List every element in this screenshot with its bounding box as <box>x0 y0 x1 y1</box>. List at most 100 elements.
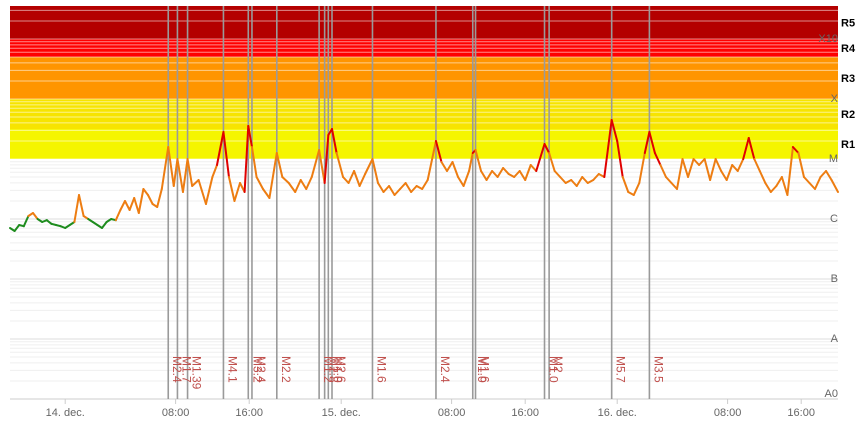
series-segment <box>371 158 379 184</box>
band-label: R4 <box>841 43 856 55</box>
flare-label: M5.7 <box>614 356 628 383</box>
series-segment <box>211 164 218 178</box>
class-label: M <box>829 153 838 165</box>
series-segment <box>287 182 297 193</box>
series-segment <box>513 170 521 178</box>
x-tick-label: 08:00 <box>162 407 190 419</box>
series-segment <box>204 176 214 205</box>
series-segment <box>160 146 170 190</box>
series-segment <box>698 158 706 166</box>
series-segment <box>648 131 656 154</box>
flare-label: M2.4 <box>438 356 452 383</box>
series-segment <box>714 158 723 172</box>
series-segment <box>191 179 200 187</box>
series-segment <box>692 158 701 166</box>
flare-label: M2.8 <box>327 356 341 383</box>
band-label: R2 <box>841 109 855 121</box>
band-r5 <box>10 6 838 39</box>
series-segment <box>393 188 402 196</box>
series-segment <box>616 140 624 178</box>
series-segment <box>581 176 589 184</box>
series-segment <box>167 146 175 187</box>
series-segment <box>559 176 567 184</box>
series-segment <box>725 164 734 181</box>
series-segment <box>347 170 356 184</box>
series-segment <box>451 161 460 178</box>
series-segment <box>310 149 321 178</box>
class-label: A0 <box>825 388 838 400</box>
flare-label: M1.0 <box>330 356 344 383</box>
series-segment <box>720 170 728 181</box>
x-tick-label: 16. dec. <box>598 407 637 419</box>
series-segment <box>262 188 271 199</box>
series-segment <box>769 185 778 193</box>
class-label: X10 <box>818 33 838 45</box>
flare-label: M1.2 <box>321 356 335 383</box>
series-segment <box>775 176 783 187</box>
series-segment <box>529 164 538 172</box>
series-segment <box>627 191 635 196</box>
series-segment <box>32 212 39 220</box>
band-label: R3 <box>841 73 855 85</box>
x-axis: 14. dec. 08:00 16:00 15. dec. 08:00 16:00 16. … <box>46 399 815 419</box>
series-segment <box>147 194 154 205</box>
series-segment <box>564 179 573 184</box>
flare-label: M2.4 <box>170 356 184 383</box>
series-segment <box>399 182 407 190</box>
series-segment <box>404 182 413 193</box>
series-segment <box>687 158 695 178</box>
series-segment <box>681 158 690 178</box>
series-segment <box>227 176 236 202</box>
series-segment <box>814 176 822 190</box>
series-segment <box>142 188 149 196</box>
series-segment <box>731 164 739 172</box>
series-segment <box>802 176 811 184</box>
band-label: R5 <box>841 18 855 30</box>
series-segment <box>410 185 418 193</box>
series-segment <box>446 161 454 172</box>
series-segment <box>758 170 767 184</box>
flare-label: M3.2 <box>250 356 264 383</box>
series-segment <box>808 182 816 190</box>
series-segment <box>358 173 367 187</box>
series-segment <box>570 179 578 187</box>
series-segment <box>474 149 483 172</box>
series-segment <box>233 182 241 202</box>
series-segment <box>101 221 108 229</box>
series-segment <box>377 182 385 193</box>
series-segment <box>670 182 678 190</box>
series-segment <box>543 143 551 154</box>
series-segment <box>73 194 80 223</box>
series-segment <box>653 152 662 166</box>
series-segment <box>553 170 562 178</box>
series-segment <box>496 167 505 178</box>
series-segment <box>247 125 253 148</box>
x-tick-label: 15. dec. <box>322 407 361 419</box>
series-segment <box>294 179 302 193</box>
flare-label: M2.4 <box>254 356 268 383</box>
flare-label: M1.6 <box>478 356 492 383</box>
series-segment <box>388 185 396 196</box>
series-segment <box>791 146 800 154</box>
series-segment <box>434 140 443 163</box>
series-segment <box>518 170 527 181</box>
series-segment <box>548 152 556 172</box>
flare-label: M1.39 <box>190 356 204 390</box>
x-tick-label: 16:00 <box>235 407 263 419</box>
flare-labels: M2.4M1.7M1.39 M4.1 M3.2M2.4 M2.2 M1.2M2.8M1.… <box>170 356 665 390</box>
series-segment <box>133 197 140 214</box>
flare-label: M1.6 <box>374 356 388 383</box>
flare-label: M1.0 <box>547 356 561 383</box>
series-segment <box>299 179 308 190</box>
series-segment <box>797 152 805 178</box>
class-label: C <box>830 213 838 225</box>
series-segment <box>780 176 789 196</box>
series-segment <box>485 170 494 181</box>
series-segment <box>323 134 330 184</box>
flare-label: M2.6 <box>334 356 348 383</box>
series-segment <box>222 131 230 178</box>
series-segment <box>275 152 284 178</box>
series-segment <box>426 140 437 181</box>
series-segment <box>124 200 131 211</box>
band-r1 <box>10 129 838 159</box>
